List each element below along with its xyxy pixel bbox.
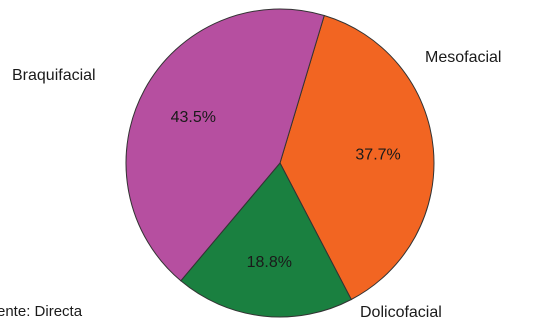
pie-slice-mesofacial xyxy=(279,14,435,301)
pie-category-label-dolicofacial: Dolicofacial xyxy=(360,304,442,321)
pie-slices xyxy=(125,8,435,318)
pie-category-label-mesofacial: Mesofacial xyxy=(425,49,501,66)
pie-percent-label-mesofacial: 37.7% xyxy=(355,147,400,164)
pie-percent-label-braquifacial: 43.5% xyxy=(171,109,216,126)
source-note: ente: Directa xyxy=(0,303,83,320)
pie-slice-dolicofacial xyxy=(180,162,352,318)
pie-category-labels: Mesofacial Dolicofacial Braquifacial xyxy=(12,49,501,321)
pie-percent-label-dolicofacial: 18.8% xyxy=(247,254,292,271)
pie-category-label-braquifacial: Braquifacial xyxy=(12,67,96,84)
pie-slice-braquifacial xyxy=(125,8,325,282)
pie-percent-labels: 37.7% 18.8% 43.5% xyxy=(171,109,401,271)
